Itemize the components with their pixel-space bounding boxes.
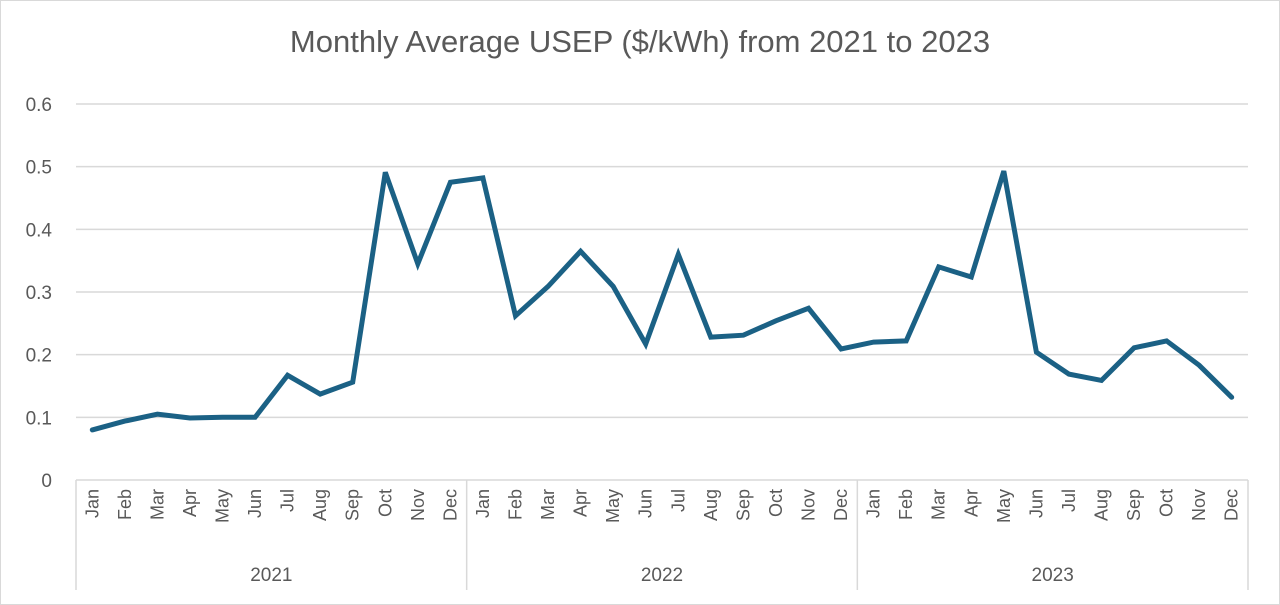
x-tick-label: Jan bbox=[864, 489, 884, 518]
x-tick-label: Jun bbox=[245, 489, 265, 518]
x-tick-label: Feb bbox=[115, 489, 135, 520]
x-tick-label: May bbox=[603, 489, 623, 523]
x-tick-label: Dec bbox=[440, 489, 460, 521]
y-tick-label: 0.1 bbox=[26, 408, 52, 429]
x-tick-label: Apr bbox=[180, 489, 200, 517]
x-tick-label: Aug bbox=[310, 489, 330, 521]
x-tick-label: Mar bbox=[929, 489, 949, 520]
y-tick-label: 0.2 bbox=[26, 346, 52, 367]
series-line bbox=[89, 170, 1235, 433]
x-tick-label: May bbox=[213, 489, 233, 523]
y-tick-label: 0.3 bbox=[26, 283, 52, 304]
x-tick-label: Dec bbox=[1222, 489, 1242, 521]
chart-title: Monthly Average USEP ($/kWh) from 2021 t… bbox=[289, 24, 991, 59]
group-label: 2021 bbox=[250, 565, 292, 586]
x-tick-label: Apr bbox=[571, 489, 591, 517]
x-tick-label: Nov bbox=[408, 489, 428, 521]
y-axis: 0 0.1 0.2 0.3 0.4 0.5 0.6 bbox=[26, 95, 53, 492]
x-tick-label: Nov bbox=[799, 489, 819, 521]
x-tick-label: Dec bbox=[831, 489, 851, 521]
x-tick-label: Jan bbox=[82, 489, 102, 518]
x-tick-label: Sep bbox=[733, 489, 753, 521]
y-tick-label: 0.5 bbox=[26, 158, 52, 179]
x-tick-label: Apr bbox=[961, 489, 981, 517]
x-tick-label: Mar bbox=[538, 489, 558, 520]
x-tick-label: Mar bbox=[147, 489, 167, 520]
x-tick-label: Jul bbox=[668, 489, 688, 512]
y-tick-label: 0.4 bbox=[26, 220, 53, 241]
y-tick-label: 0.6 bbox=[26, 95, 52, 116]
x-tick-label: Aug bbox=[1092, 489, 1112, 521]
x-tick-label: Sep bbox=[1124, 489, 1144, 521]
x-tick-label: Jun bbox=[636, 489, 656, 518]
x-tick-label: May bbox=[994, 489, 1014, 523]
y-tick-label: 0 bbox=[41, 471, 52, 492]
x-tick-label: Jul bbox=[1059, 489, 1079, 512]
x-axis: Jan Feb Mar Apr May Jun Jul Aug Sep Oct Nov Dec Jan F… bbox=[75, 479, 1249, 590]
series-layer bbox=[89, 170, 1235, 433]
x-tick-label: Oct bbox=[375, 489, 395, 517]
gridlines bbox=[76, 103, 1248, 419]
x-tick-label: Nov bbox=[1189, 489, 1209, 521]
x-tick-label: Jul bbox=[278, 489, 298, 512]
x-tick-label: Jun bbox=[1026, 489, 1046, 518]
group-label: 2022 bbox=[641, 565, 683, 586]
x-tick-label: Oct bbox=[1157, 489, 1177, 517]
x-tick-label: Sep bbox=[343, 489, 363, 521]
x-tick-label: Oct bbox=[766, 489, 786, 517]
x-tick-label: Aug bbox=[701, 489, 721, 521]
x-tick-label: Feb bbox=[896, 489, 916, 520]
x-tick-label: Feb bbox=[506, 489, 526, 520]
group-label: 2023 bbox=[1032, 565, 1074, 586]
x-tick-label: Jan bbox=[473, 489, 493, 518]
